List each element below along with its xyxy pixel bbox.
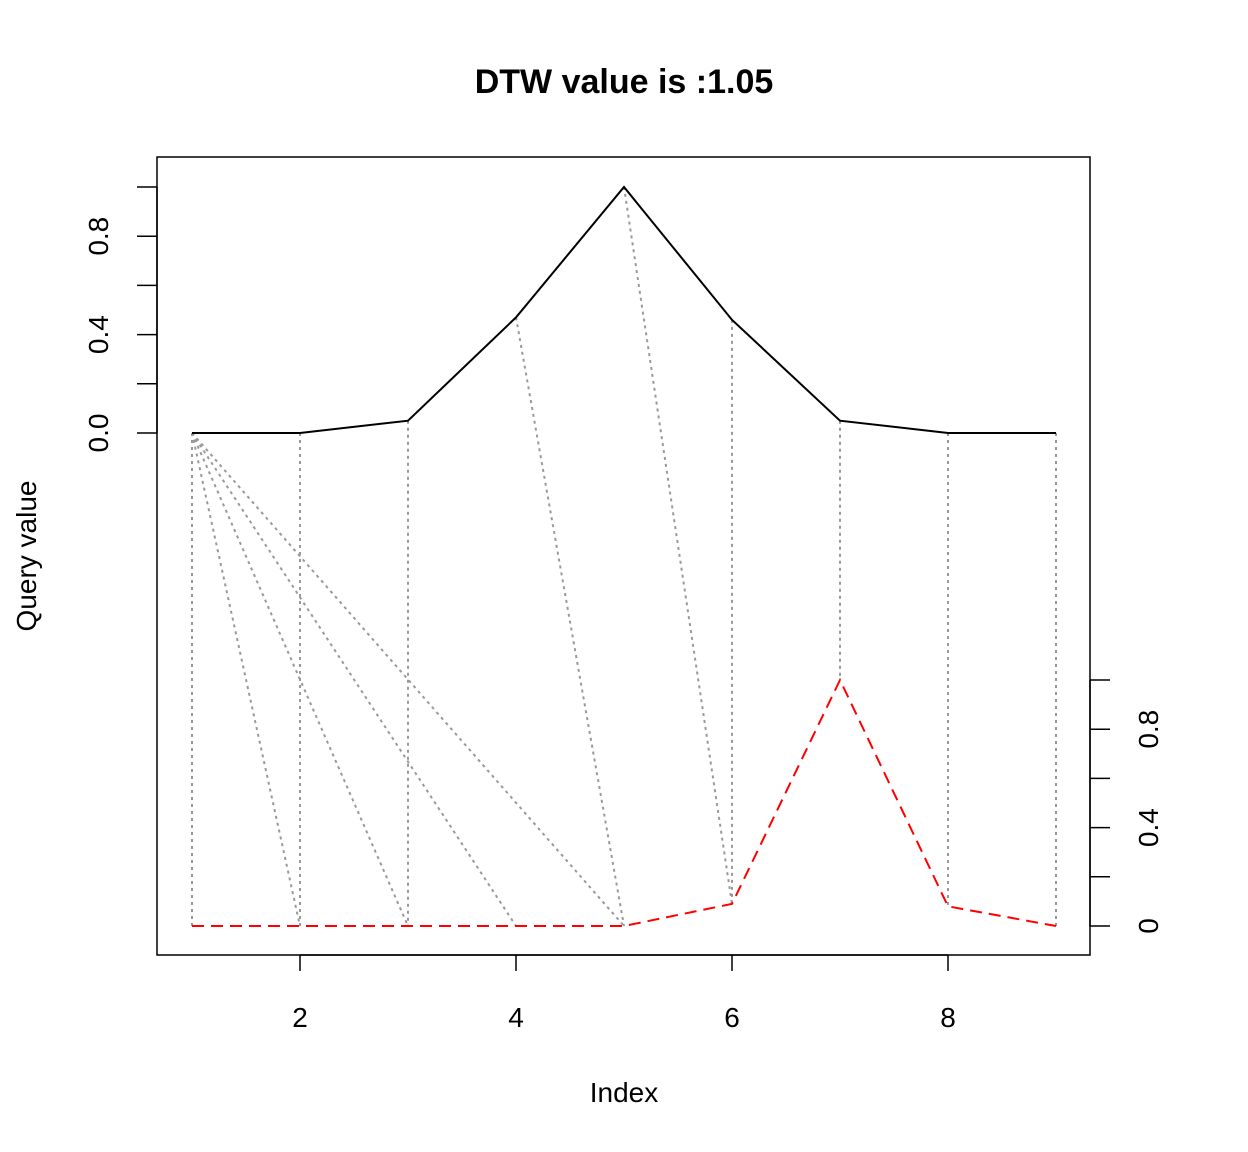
x-tick-label: 8: [940, 1002, 956, 1033]
y-axis-right: 0 0.4 0.8: [1089, 679, 1164, 934]
right-y-tick-label: 0.4: [1133, 808, 1164, 847]
x-axis-label: Index: [590, 1077, 659, 1108]
plot-frame: [156, 156, 1091, 956]
alignment-line: [191, 432, 409, 927]
alignment-lines: [191, 186, 1057, 927]
x-axis: 2 4 6 8: [292, 954, 956, 1033]
x-tick-label: 6: [724, 1002, 740, 1033]
reference-series-line: [192, 677, 1057, 927]
alignment-line: [191, 432, 517, 927]
x-tick-label: 4: [508, 1002, 524, 1033]
alignment-line: [623, 186, 733, 905]
right-y-tick-label: 0.8: [1133, 710, 1164, 749]
chart-title: DTW value is :1.05: [475, 63, 774, 101]
alignment-line: [515, 317, 625, 927]
right-y-tick-label: 0: [1133, 918, 1164, 934]
left-y-tick-label: 0.8: [83, 217, 114, 256]
y-axis-label: Query value: [11, 481, 42, 632]
x-tick-label: 2: [292, 1002, 308, 1033]
series-group: [192, 185, 1057, 927]
alignment-line: [191, 432, 625, 927]
left-y-tick-label: 0.4: [83, 315, 114, 354]
query-series-line: [192, 185, 1056, 434]
alignment-line: [191, 432, 301, 927]
left-y-tick-label: 0.0: [83, 414, 114, 453]
y-axis-left: 0.0 0.4 0.8: [83, 186, 158, 453]
